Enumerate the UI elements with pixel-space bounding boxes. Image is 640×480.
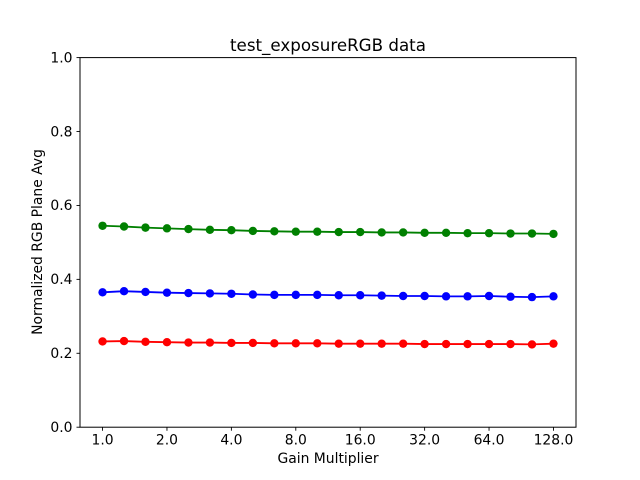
data-point-red-plane	[549, 339, 558, 348]
x-tick-label: 8.0	[285, 433, 307, 449]
x-axis-label: Gain Multiplier	[277, 451, 379, 467]
data-point-blue-plane	[377, 291, 386, 300]
data-point-blue-plane	[270, 290, 279, 300]
data-point-red-plane	[356, 339, 365, 348]
x-tick-label: 2.0	[156, 433, 178, 449]
data-point-green-plane	[184, 224, 193, 234]
data-point-blue-plane	[248, 290, 258, 299]
data-point-red-plane	[162, 337, 172, 347]
data-point-green-plane	[377, 228, 386, 237]
data-point-blue-plane	[527, 292, 537, 302]
data-point-blue-plane	[119, 286, 129, 296]
series-line-red-plane	[102, 340, 554, 346]
data-point-red-plane	[270, 339, 279, 348]
data-point-blue-plane	[463, 292, 472, 301]
y-tick-label: 0.8	[50, 124, 72, 140]
data-point-green-plane	[162, 224, 172, 233]
data-point-blue-plane	[227, 289, 236, 298]
y-tick-label: 1.0	[50, 50, 72, 66]
data-point-green-plane	[441, 228, 451, 237]
data-point-blue-plane	[205, 289, 215, 298]
data-point-green-plane	[506, 229, 515, 238]
data-point-red-plane	[484, 339, 494, 349]
data-point-red-plane	[441, 339, 451, 349]
data-point-blue-plane	[549, 292, 558, 301]
data-point-red-plane	[463, 339, 472, 349]
data-point-red-plane	[119, 336, 129, 346]
y-tick-label: 0.0	[50, 420, 72, 436]
data-point-blue-plane	[184, 288, 193, 298]
x-tick-label: 16.0	[345, 433, 376, 449]
data-point-green-plane	[420, 228, 429, 237]
series-line-blue-plane	[102, 290, 554, 299]
data-point-green-plane	[549, 229, 558, 239]
data-point-green-plane	[356, 227, 365, 237]
x-tick-label: 128.0	[534, 433, 574, 449]
y-tick-label: 0.2	[50, 346, 72, 362]
data-point-red-plane	[291, 339, 300, 348]
y-tick-label: 0.4	[50, 272, 72, 288]
data-point-green-plane	[313, 227, 322, 236]
data-point-red-plane	[205, 338, 215, 347]
data-point-blue-plane	[291, 290, 300, 300]
data-point-green-plane	[248, 226, 258, 236]
data-point-red-plane	[184, 338, 193, 347]
data-point-green-plane	[227, 226, 236, 235]
data-point-blue-plane	[313, 290, 322, 300]
data-point-red-plane	[313, 339, 322, 348]
data-point-red-plane	[398, 339, 408, 348]
data-point-green-plane	[398, 228, 408, 237]
data-point-blue-plane	[420, 291, 429, 301]
data-point-green-plane	[463, 228, 472, 238]
data-point-red-plane	[98, 337, 107, 346]
data-point-green-plane	[527, 229, 537, 238]
axes-frame	[79, 57, 577, 428]
data-point-red-plane	[506, 339, 515, 349]
data-point-red-plane	[527, 340, 537, 349]
data-point-green-plane	[98, 221, 107, 230]
chart-title: test_exposureRGB data	[230, 35, 426, 55]
x-tick-label: 64.0	[474, 433, 505, 449]
data-point-green-plane	[205, 225, 215, 235]
data-point-blue-plane	[141, 287, 150, 297]
data-point-green-plane	[291, 227, 300, 236]
data-point-blue-plane	[98, 288, 107, 297]
data-point-blue-plane	[484, 291, 494, 301]
data-point-blue-plane	[162, 288, 172, 297]
data-point-blue-plane	[356, 291, 365, 300]
x-tick-label: 32.0	[409, 433, 440, 449]
data-point-blue-plane	[334, 291, 343, 300]
data-point-red-plane	[141, 337, 150, 347]
data-point-green-plane	[270, 227, 279, 236]
data-point-blue-plane	[441, 292, 451, 301]
data-point-green-plane	[141, 223, 150, 232]
data-point-blue-plane	[398, 291, 408, 301]
data-point-green-plane	[484, 228, 494, 238]
series-line-green-plane	[102, 224, 554, 235]
x-tick-label: 1.0	[91, 433, 113, 449]
x-tick-label: 4.0	[220, 433, 242, 449]
data-point-red-plane	[227, 338, 236, 348]
y-tick-label: 0.6	[50, 198, 72, 214]
data-point-red-plane	[377, 339, 386, 348]
data-point-blue-plane	[506, 292, 515, 301]
data-point-red-plane	[334, 339, 343, 348]
data-point-red-plane	[248, 338, 258, 348]
data-point-green-plane	[119, 222, 129, 231]
data-point-green-plane	[334, 227, 343, 237]
data-point-red-plane	[420, 339, 429, 349]
